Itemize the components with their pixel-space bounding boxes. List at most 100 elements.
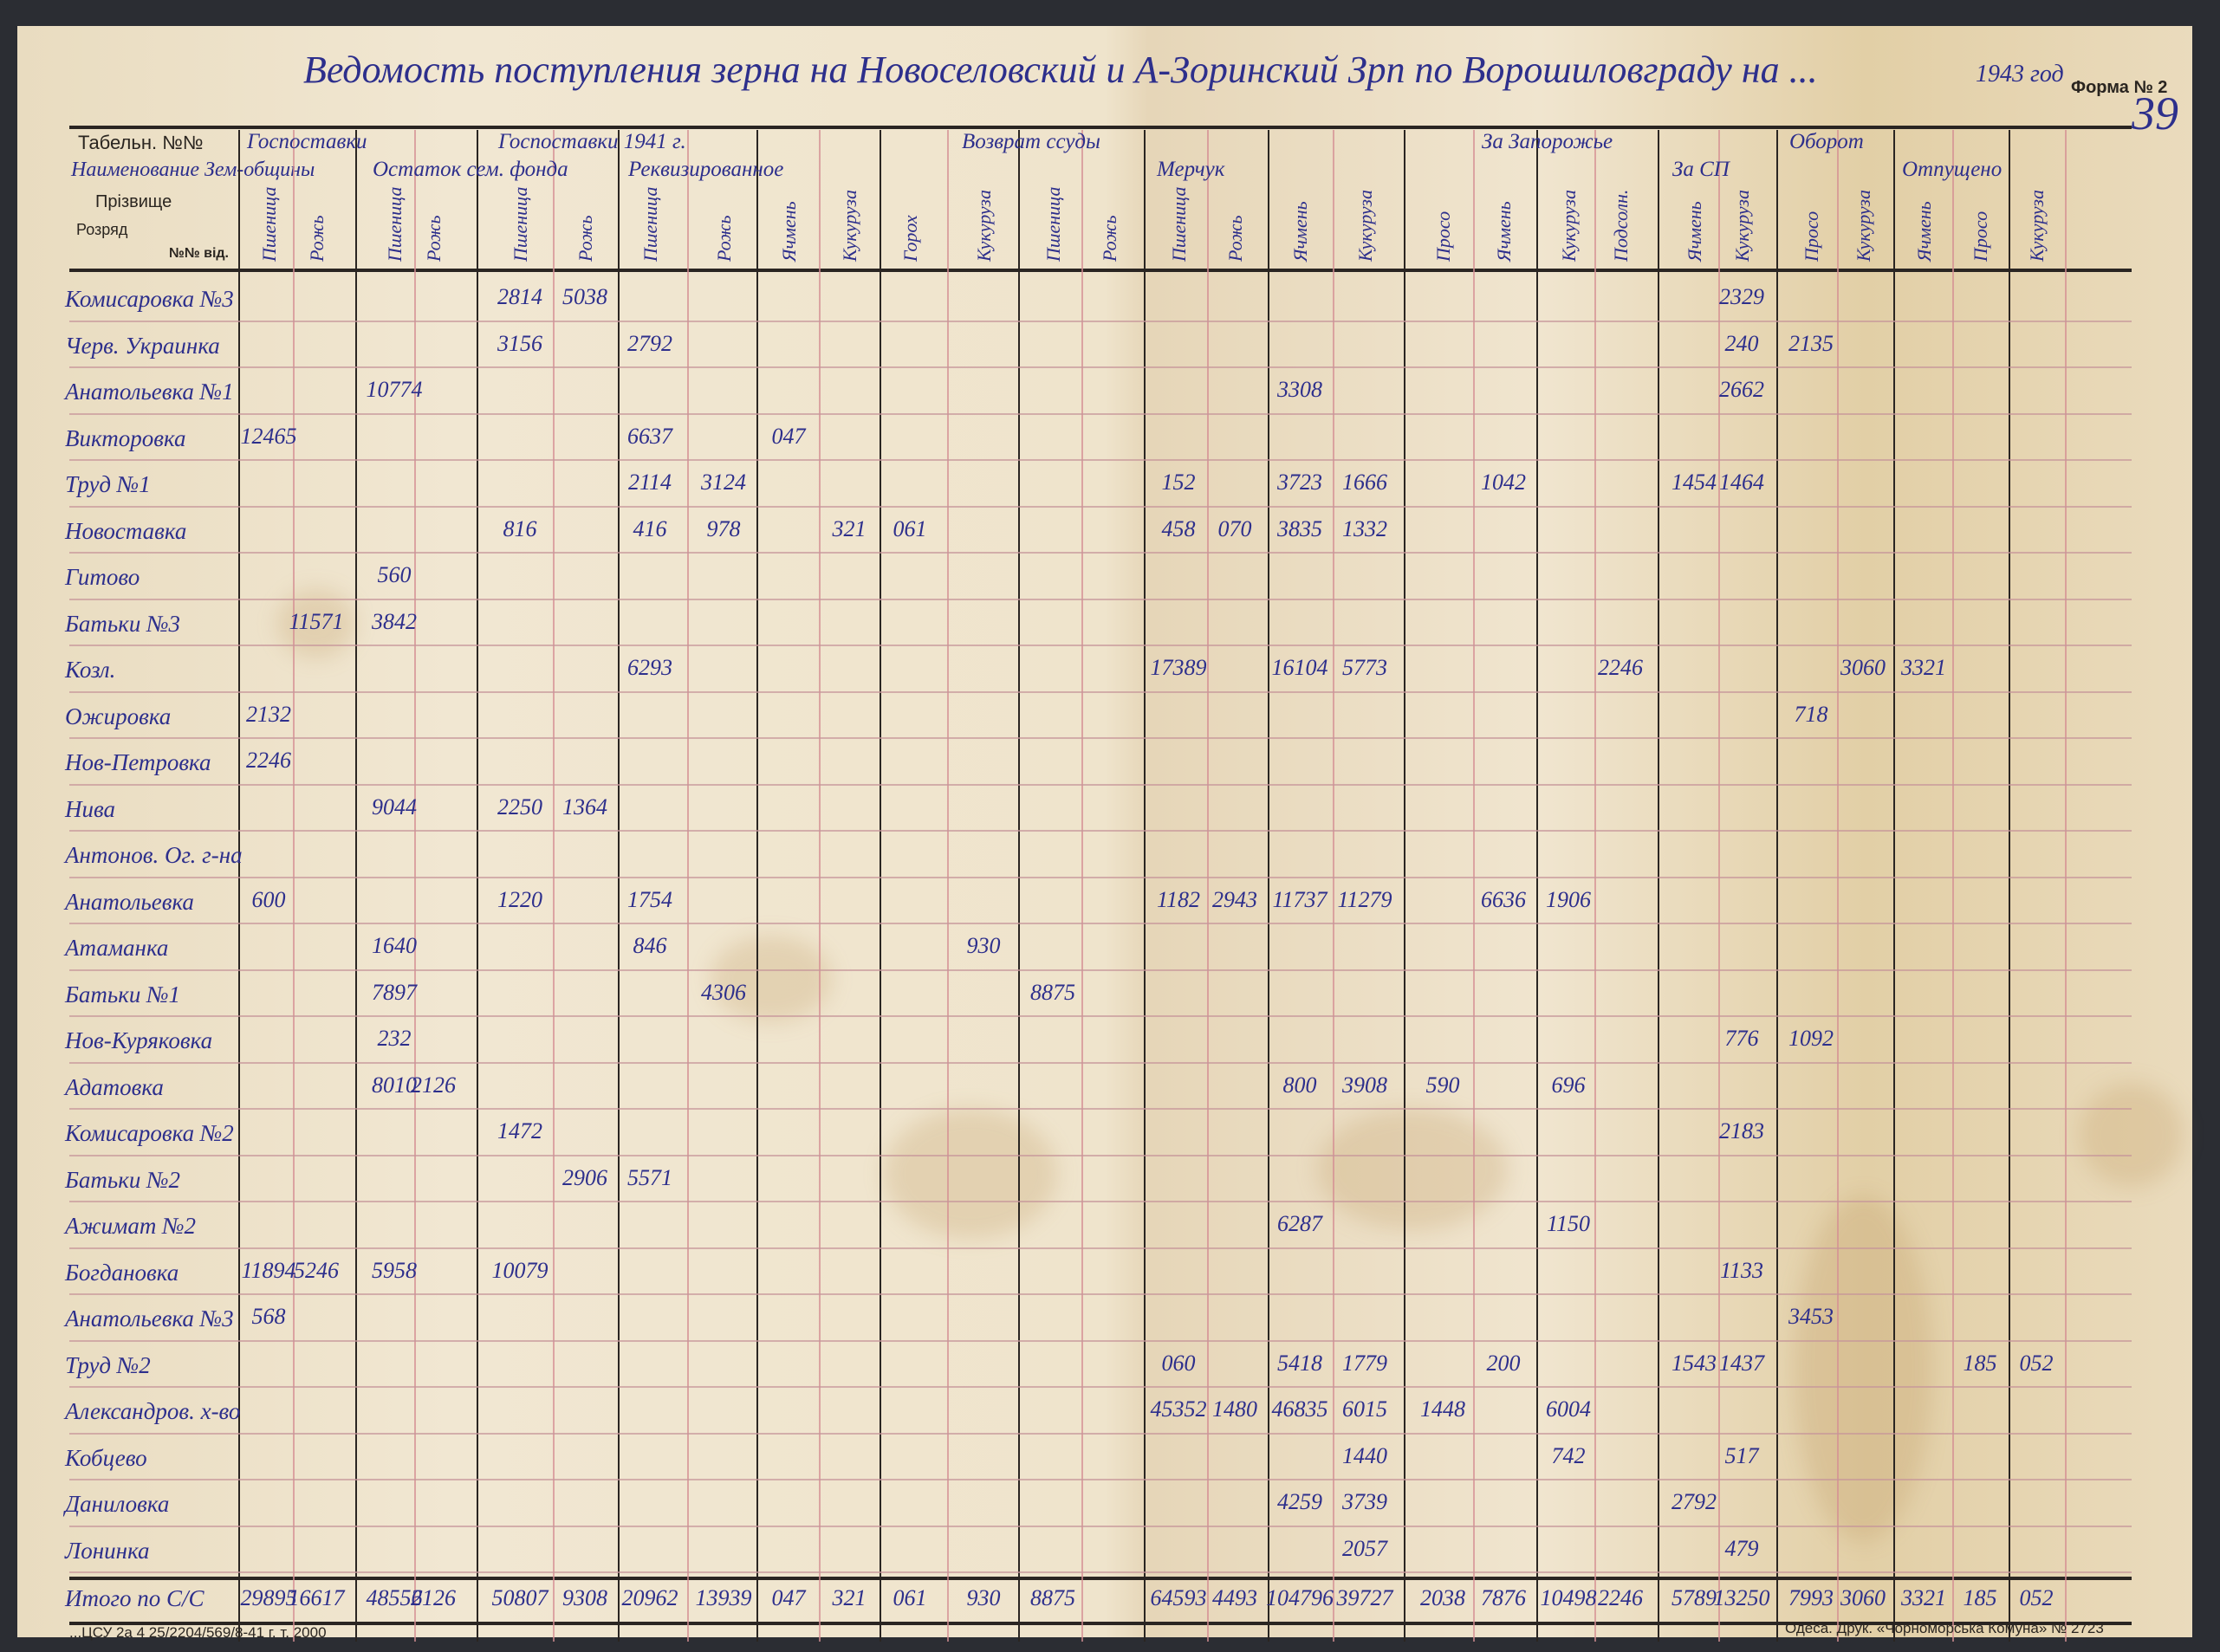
total-cell: 2126 (411, 1585, 456, 1610)
row-rule (69, 830, 2132, 832)
total-cell: 13939 (695, 1585, 752, 1610)
row-name: Батьки №3 (65, 611, 181, 637)
column-header: Кукуруза (839, 190, 860, 262)
tab-no-label: Табельн. №№ (78, 132, 204, 153)
total-cell: 50807 (491, 1585, 549, 1610)
table-cell: 416 (633, 516, 667, 541)
table-cell: 11279 (1337, 887, 1392, 912)
table-cell: 047 (771, 424, 806, 449)
table-cell: 8010 (372, 1072, 417, 1098)
column-divider (477, 130, 478, 1642)
table-cell: 978 (706, 516, 741, 541)
column-divider (1952, 130, 1954, 1642)
row-name: Труд №2 (65, 1352, 151, 1378)
table-cell: 5773 (1342, 655, 1387, 680)
row-rule (69, 1201, 2132, 1202)
table-cell: 5958 (372, 1258, 417, 1283)
column-group-header: Госпоставки (247, 130, 367, 153)
column-header: Рожь (306, 215, 328, 262)
table-cell: 479 (1724, 1536, 1759, 1561)
row-rule (69, 1433, 2132, 1435)
total-cell: 2246 (1598, 1585, 1643, 1610)
table-cell: 6004 (1546, 1396, 1591, 1422)
column-divider (1473, 130, 1475, 1642)
column-divider (687, 130, 689, 1642)
total-cell: 10498 (1540, 1585, 1597, 1610)
name-column-header: Наименование Зем-общины (71, 159, 315, 181)
row-rule (69, 1155, 2132, 1156)
table-cell: 1754 (627, 887, 672, 912)
table-cell: 517 (1724, 1443, 1759, 1468)
table-cell: 2183 (1719, 1118, 1764, 1143)
table-cell: 2792 (1671, 1489, 1717, 1514)
row-rule (69, 413, 2132, 415)
column-divider (2065, 130, 2067, 1642)
table-cell: 560 (377, 562, 412, 587)
column-divider (1144, 130, 1146, 1642)
column-header: Пшеница (384, 186, 406, 262)
row-name: Батьки №2 (65, 1167, 181, 1193)
row-name: Анатольевка (65, 889, 194, 915)
table-cell: 1448 (1420, 1396, 1465, 1422)
column-divider (2009, 130, 2010, 1642)
table-cell: 8875 (1030, 980, 1075, 1005)
column-header: Рожь (423, 215, 445, 262)
column-divider (819, 130, 821, 1642)
table-cell: 10774 (366, 377, 423, 402)
column-header: Ячмень (1493, 201, 1515, 262)
form-label: Форма № 2 (2071, 78, 2168, 97)
table-cell: 10079 (491, 1258, 549, 1283)
total-cell: 8875 (1030, 1585, 1075, 1610)
column-header: Кукуруза (2026, 190, 2048, 262)
table-cell: 696 (1551, 1072, 1586, 1098)
column-header: Пшеница (1042, 186, 1064, 262)
row-rule (69, 1386, 2132, 1388)
table-cell: 1150 (1546, 1211, 1591, 1236)
row-rule (69, 1571, 2132, 1573)
total-cell: 2038 (1420, 1585, 1465, 1610)
total-cell: 20962 (621, 1585, 678, 1610)
column-divider (1718, 130, 1720, 1642)
table-cell: 052 (2019, 1351, 2054, 1376)
table-cell: 1440 (1342, 1443, 1387, 1468)
total-cell: 047 (771, 1585, 806, 1610)
table-cell: 152 (1161, 470, 1196, 495)
row-rule (69, 877, 2132, 878)
column-header: Кукуруза (973, 190, 995, 262)
row-rule (69, 923, 2132, 924)
table-cell: 6287 (1277, 1211, 1322, 1236)
document-title: Ведомость поступления зерна на Новоселов… (303, 49, 1818, 91)
table-cell: 3321 (1901, 655, 1946, 680)
table-cell: 2057 (1342, 1536, 1387, 1561)
row-name: Ожировка (65, 703, 172, 729)
row-rule (69, 1526, 2132, 1527)
table-cell: 200 (1486, 1351, 1521, 1376)
row-name: Гитово (65, 564, 140, 590)
row-rule (69, 1247, 2132, 1249)
row-rule (69, 1340, 2132, 1342)
document-year: 1943 год (1976, 61, 2064, 87)
column-divider (756, 130, 758, 1642)
column-divider (1404, 130, 1405, 1642)
total-cell: 061 (893, 1585, 927, 1610)
surname-label: Прізвище (95, 192, 172, 211)
table-cell: 1220 (497, 887, 542, 912)
row-name: Атаманка (65, 935, 169, 961)
row-name: Викторовка (65, 425, 186, 451)
column-header: Просо (1801, 211, 1822, 262)
row-rule (69, 366, 2132, 368)
row-rule (69, 321, 2132, 322)
total-cell: 13250 (1713, 1585, 1770, 1610)
column-header: Кукуруза (1731, 190, 1753, 262)
row-name: Анатольевка №1 (65, 379, 234, 405)
column-header: Кукуруза (1558, 190, 1580, 262)
table-cell: 1364 (562, 794, 607, 820)
table-cell: 1543 (1671, 1351, 1717, 1376)
table-cell: 5418 (1277, 1351, 1322, 1376)
table-cell: 3842 (372, 609, 417, 634)
table-cell: 3739 (1342, 1489, 1387, 1514)
row-name: Лонинка (65, 1538, 150, 1564)
column-group-header: Возврат ссуды (962, 130, 1100, 153)
footer-printer: Одеса. Друк. «Чорноморська Комуна» № 272… (1785, 1620, 2104, 1636)
column-header: Подсолн. (1610, 189, 1632, 262)
